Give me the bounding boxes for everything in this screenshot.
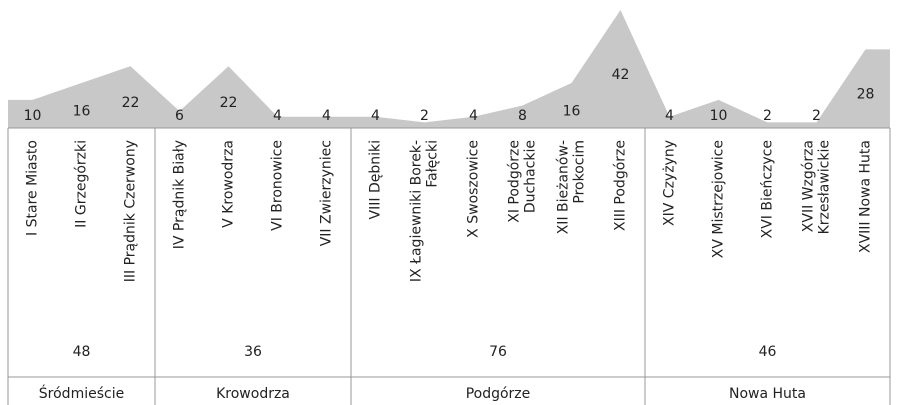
value-label: 10 <box>710 108 728 124</box>
group-name: Nowa Huta <box>729 386 806 402</box>
category-label: VII Zwierzyniec <box>319 140 335 246</box>
group-total: 76 <box>489 344 507 360</box>
category-label: XIV Czyżyny <box>662 140 678 226</box>
category-label: XI PodgórzeDuchackie <box>507 140 539 223</box>
value-label: 2 <box>420 108 429 124</box>
group-name: Podgórze <box>466 386 531 402</box>
category-label: I Stare Miasto <box>25 140 41 236</box>
group-name: Śródmieście <box>39 384 124 402</box>
value-label: 4 <box>371 108 380 124</box>
category-label: X Swoszowice <box>466 140 482 238</box>
group-total: 46 <box>759 344 777 360</box>
value-label: 16 <box>563 104 581 120</box>
value-label: 10 <box>24 108 42 124</box>
value-label: 4 <box>469 108 478 124</box>
category-label: VIII Dębniki <box>368 140 384 219</box>
group-name: Krowodrza <box>216 386 290 402</box>
value-label: 4 <box>322 108 331 124</box>
value-label: 28 <box>857 87 875 103</box>
category-label: XV Mistrzejowice <box>711 140 727 258</box>
category-label: XII Bieżanów-Prokocim <box>556 140 588 234</box>
value-label: 22 <box>122 95 140 111</box>
group-total: 36 <box>244 344 262 360</box>
value-label: 2 <box>812 108 821 124</box>
value-label: 16 <box>73 104 91 120</box>
value-label: 4 <box>665 108 674 124</box>
value-label: 8 <box>518 108 527 124</box>
category-label: XVII WzgórzaKrzesławickie <box>801 140 833 234</box>
value-label: 22 <box>220 95 238 111</box>
category-label: IV Prądnik Biały <box>172 140 188 249</box>
category-label: XVIII Nowa Huta <box>858 140 874 253</box>
category-label: V Krowodrza <box>221 140 237 228</box>
category-label: XIII Podgórze <box>613 140 629 231</box>
value-label: 6 <box>175 108 184 124</box>
value-label: 42 <box>612 67 630 83</box>
category-label: II Grzegórzki <box>74 140 90 228</box>
category-label: III Prądnik Czerwony <box>123 140 139 282</box>
value-label: 4 <box>273 108 282 124</box>
category-label: VI Bronowice <box>270 140 286 231</box>
area <box>8 10 890 128</box>
category-label: XVI Bieńczyce <box>760 140 776 238</box>
category-label: IX Łagiewniki Borek-Fałęcki <box>409 140 441 282</box>
group-total: 48 <box>73 344 91 360</box>
value-label: 2 <box>763 108 772 124</box>
